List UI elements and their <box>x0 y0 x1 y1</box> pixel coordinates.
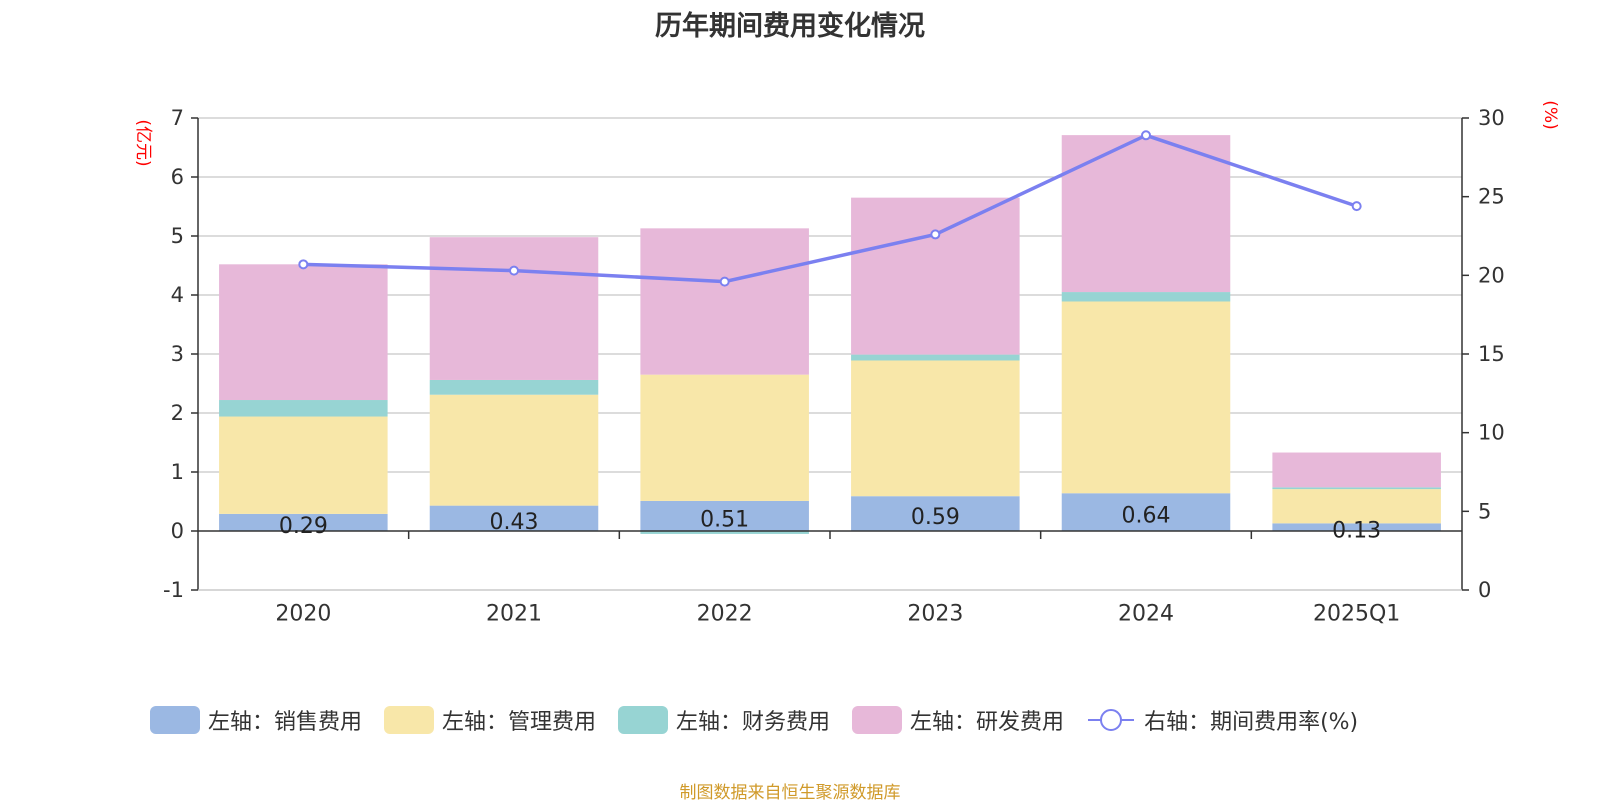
left-axis-tick-label: 4 <box>171 283 184 307</box>
x-axis-category-label: 2024 <box>1118 602 1174 627</box>
bar-finance <box>851 354 1020 361</box>
data-label-sales: 0.43 <box>490 510 539 535</box>
rate-point <box>1351 201 1362 212</box>
bar-admin <box>219 416 388 514</box>
left-axis-tick-label: 6 <box>171 165 184 189</box>
left-axis-tick-label: 0 <box>171 519 184 543</box>
legend-item-rate[interactable]: 右轴：期间费用率(%) <box>1086 704 1358 736</box>
bar-admin <box>1272 489 1441 524</box>
bar-admin <box>851 360 1020 497</box>
bar-finance <box>429 379 599 395</box>
legend-label-rate: 右轴：期间费用率(%) <box>1144 710 1359 735</box>
data-label-sales: 0.64 <box>1122 504 1171 529</box>
left-axis-unit: (亿元) <box>133 119 153 166</box>
axes: -1 0 1 2 3 4 5 6 7 0 5 10 15 20 25 30 2020 2021 2022 2023 20… <box>163 106 1505 627</box>
legend-swatch-finance <box>618 706 669 734</box>
legend-swatch-rd <box>852 706 903 734</box>
bars <box>219 135 1441 534</box>
right-axis-tick-label: 0 <box>1478 578 1491 602</box>
bar-sales <box>1272 523 1441 531</box>
x-axis-category-label: 2023 <box>907 602 963 627</box>
legend-swatch-admin <box>384 706 435 734</box>
rate-polyline <box>303 133 1358 284</box>
right-axis-tick-label: 10 <box>1478 421 1505 445</box>
legend-item-rd[interactable]: 左轴：研发费用 <box>852 704 1064 736</box>
legend-label-admin: 左轴：管理费用 <box>442 710 597 735</box>
data-labels: 0.29 0.43 0.51 0.59 0.64 0.13 <box>279 504 1381 544</box>
bar-rd <box>219 264 388 401</box>
x-axis-category-label: 2022 <box>697 602 753 627</box>
data-label-sales: 0.13 <box>1332 519 1381 544</box>
legend-item-admin[interactable]: 左轴：管理费用 <box>384 704 596 736</box>
right-axis-tick-label: 20 <box>1478 263 1505 287</box>
right-axis-tick-label: 15 <box>1478 342 1505 366</box>
legend-item-finance[interactable]: 左轴：财务费用 <box>618 704 830 736</box>
bar-sales <box>429 505 599 531</box>
right-axis-tick-label: 25 <box>1478 185 1505 209</box>
x-axis-category-label: 2020 <box>275 602 331 627</box>
left-axis-tick-label: 1 <box>171 460 184 484</box>
bar-sales <box>640 500 809 531</box>
data-label-sales: 0.51 <box>700 507 749 532</box>
rate-point <box>719 276 730 287</box>
bar-finance <box>1272 487 1441 490</box>
bar-sales <box>219 513 388 531</box>
rate-point <box>298 259 309 270</box>
bar-rd <box>429 237 599 380</box>
bar-finance <box>219 400 388 417</box>
bar-finance <box>640 531 809 534</box>
legend-label-finance: 左轴：财务费用 <box>676 710 831 735</box>
right-axis-unit: (%) <box>1540 100 1560 129</box>
right-axis-tick-label: 30 <box>1478 106 1505 130</box>
left-axis-tick-label: -1 <box>163 578 184 602</box>
bar-rd <box>851 197 1020 355</box>
bar-finance <box>1061 292 1231 302</box>
bar-admin <box>1061 301 1231 494</box>
data-label-sales: 0.29 <box>279 514 328 539</box>
legend-label-rd: 左轴：研发费用 <box>910 710 1065 735</box>
left-axis-tick-label: 7 <box>171 106 184 130</box>
left-axis-tick-label: 5 <box>171 224 184 248</box>
bar-rd <box>640 228 809 375</box>
x-axis-category-label: 2025Q1 <box>1313 602 1400 627</box>
rate-point <box>1141 130 1151 141</box>
x-axis-category-label: 2021 <box>486 602 542 627</box>
rate-line <box>298 130 1362 287</box>
bar-admin <box>429 394 599 506</box>
bar-rd <box>1272 452 1441 488</box>
footer-source: 制图数据来自恒生聚源数据库 <box>679 783 901 803</box>
data-label-sales: 0.59 <box>911 505 960 530</box>
left-axis-tick-label: 2 <box>171 401 184 425</box>
bar-sales <box>851 496 1020 531</box>
bar-admin <box>640 374 809 501</box>
legend: 左轴：销售费用 左轴：管理费用 左轴：财务费用 左轴：研发费用 右轴：期间费用率… <box>150 704 1380 736</box>
rate-point <box>509 265 519 276</box>
left-axis-tick-label: 3 <box>171 342 184 366</box>
rate-point <box>930 229 941 240</box>
bar-sales <box>1061 493 1231 531</box>
legend-line-circle-icon <box>1088 709 1135 731</box>
legend-swatch-sales <box>150 706 200 734</box>
chart-title: 历年期间费用变化情况 <box>655 11 925 42</box>
legend-item-sales[interactable]: 左轴：销售费用 <box>150 704 362 736</box>
right-axis-tick-label: 5 <box>1478 499 1491 523</box>
legend-label-sales: 左轴：销售费用 <box>208 710 363 735</box>
bar-rd <box>1061 135 1231 293</box>
